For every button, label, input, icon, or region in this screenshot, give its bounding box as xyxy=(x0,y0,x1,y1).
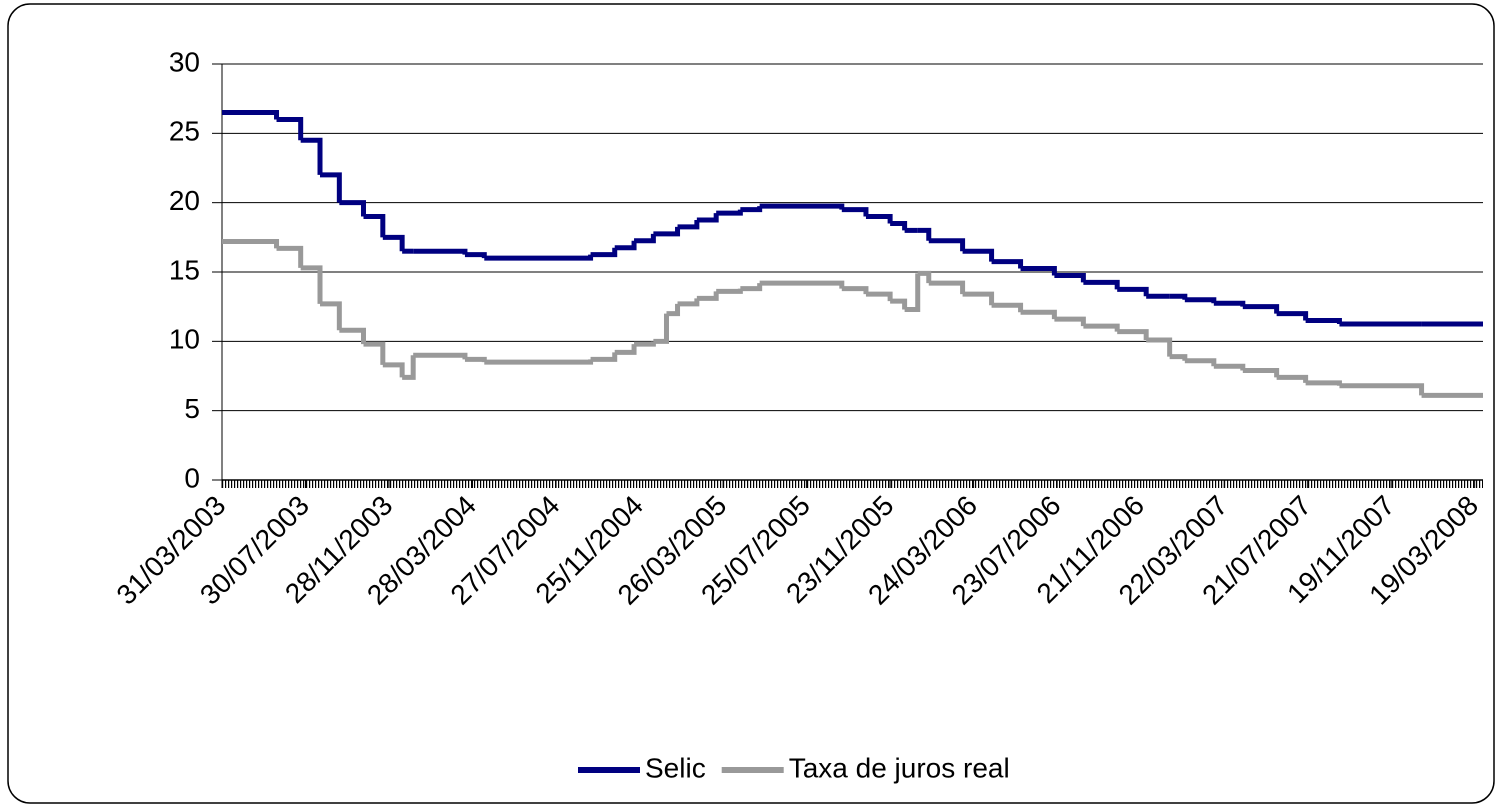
step xyxy=(1117,329,1149,340)
step xyxy=(339,200,366,217)
step xyxy=(300,265,323,304)
y-tick-label: 0 xyxy=(184,462,200,493)
step xyxy=(464,356,487,363)
x-axis-ticks xyxy=(222,480,1483,488)
step xyxy=(1146,337,1173,357)
step xyxy=(484,359,594,365)
y-tick-label: 25 xyxy=(169,116,200,147)
step xyxy=(917,270,932,284)
step xyxy=(382,362,405,378)
y-tick-label: 20 xyxy=(169,185,200,216)
step xyxy=(666,303,681,317)
step xyxy=(614,344,637,355)
step xyxy=(320,172,342,203)
y-tick-label: 15 xyxy=(169,254,200,285)
step xyxy=(928,238,966,252)
legend-label: Selic xyxy=(645,752,706,783)
step xyxy=(716,288,743,294)
step xyxy=(339,327,366,345)
y-tick-label: 5 xyxy=(184,393,200,424)
chart-frame xyxy=(7,3,1495,804)
step xyxy=(363,341,386,365)
step xyxy=(1305,380,1342,386)
step xyxy=(300,137,323,175)
step xyxy=(634,341,656,347)
step xyxy=(276,245,304,268)
step xyxy=(890,298,908,310)
step xyxy=(653,313,669,344)
legend-label: Taxa de juros real xyxy=(789,752,1010,783)
y-tick-label: 30 xyxy=(169,46,200,77)
step xyxy=(402,355,416,380)
step xyxy=(382,234,405,252)
step xyxy=(928,280,966,295)
step xyxy=(917,227,932,241)
step xyxy=(1339,383,1425,396)
step xyxy=(320,301,342,331)
step xyxy=(363,214,386,238)
step xyxy=(276,116,304,141)
y-tick-label: 10 xyxy=(169,324,200,355)
step xyxy=(962,291,995,306)
step xyxy=(904,273,921,312)
step xyxy=(962,248,995,262)
